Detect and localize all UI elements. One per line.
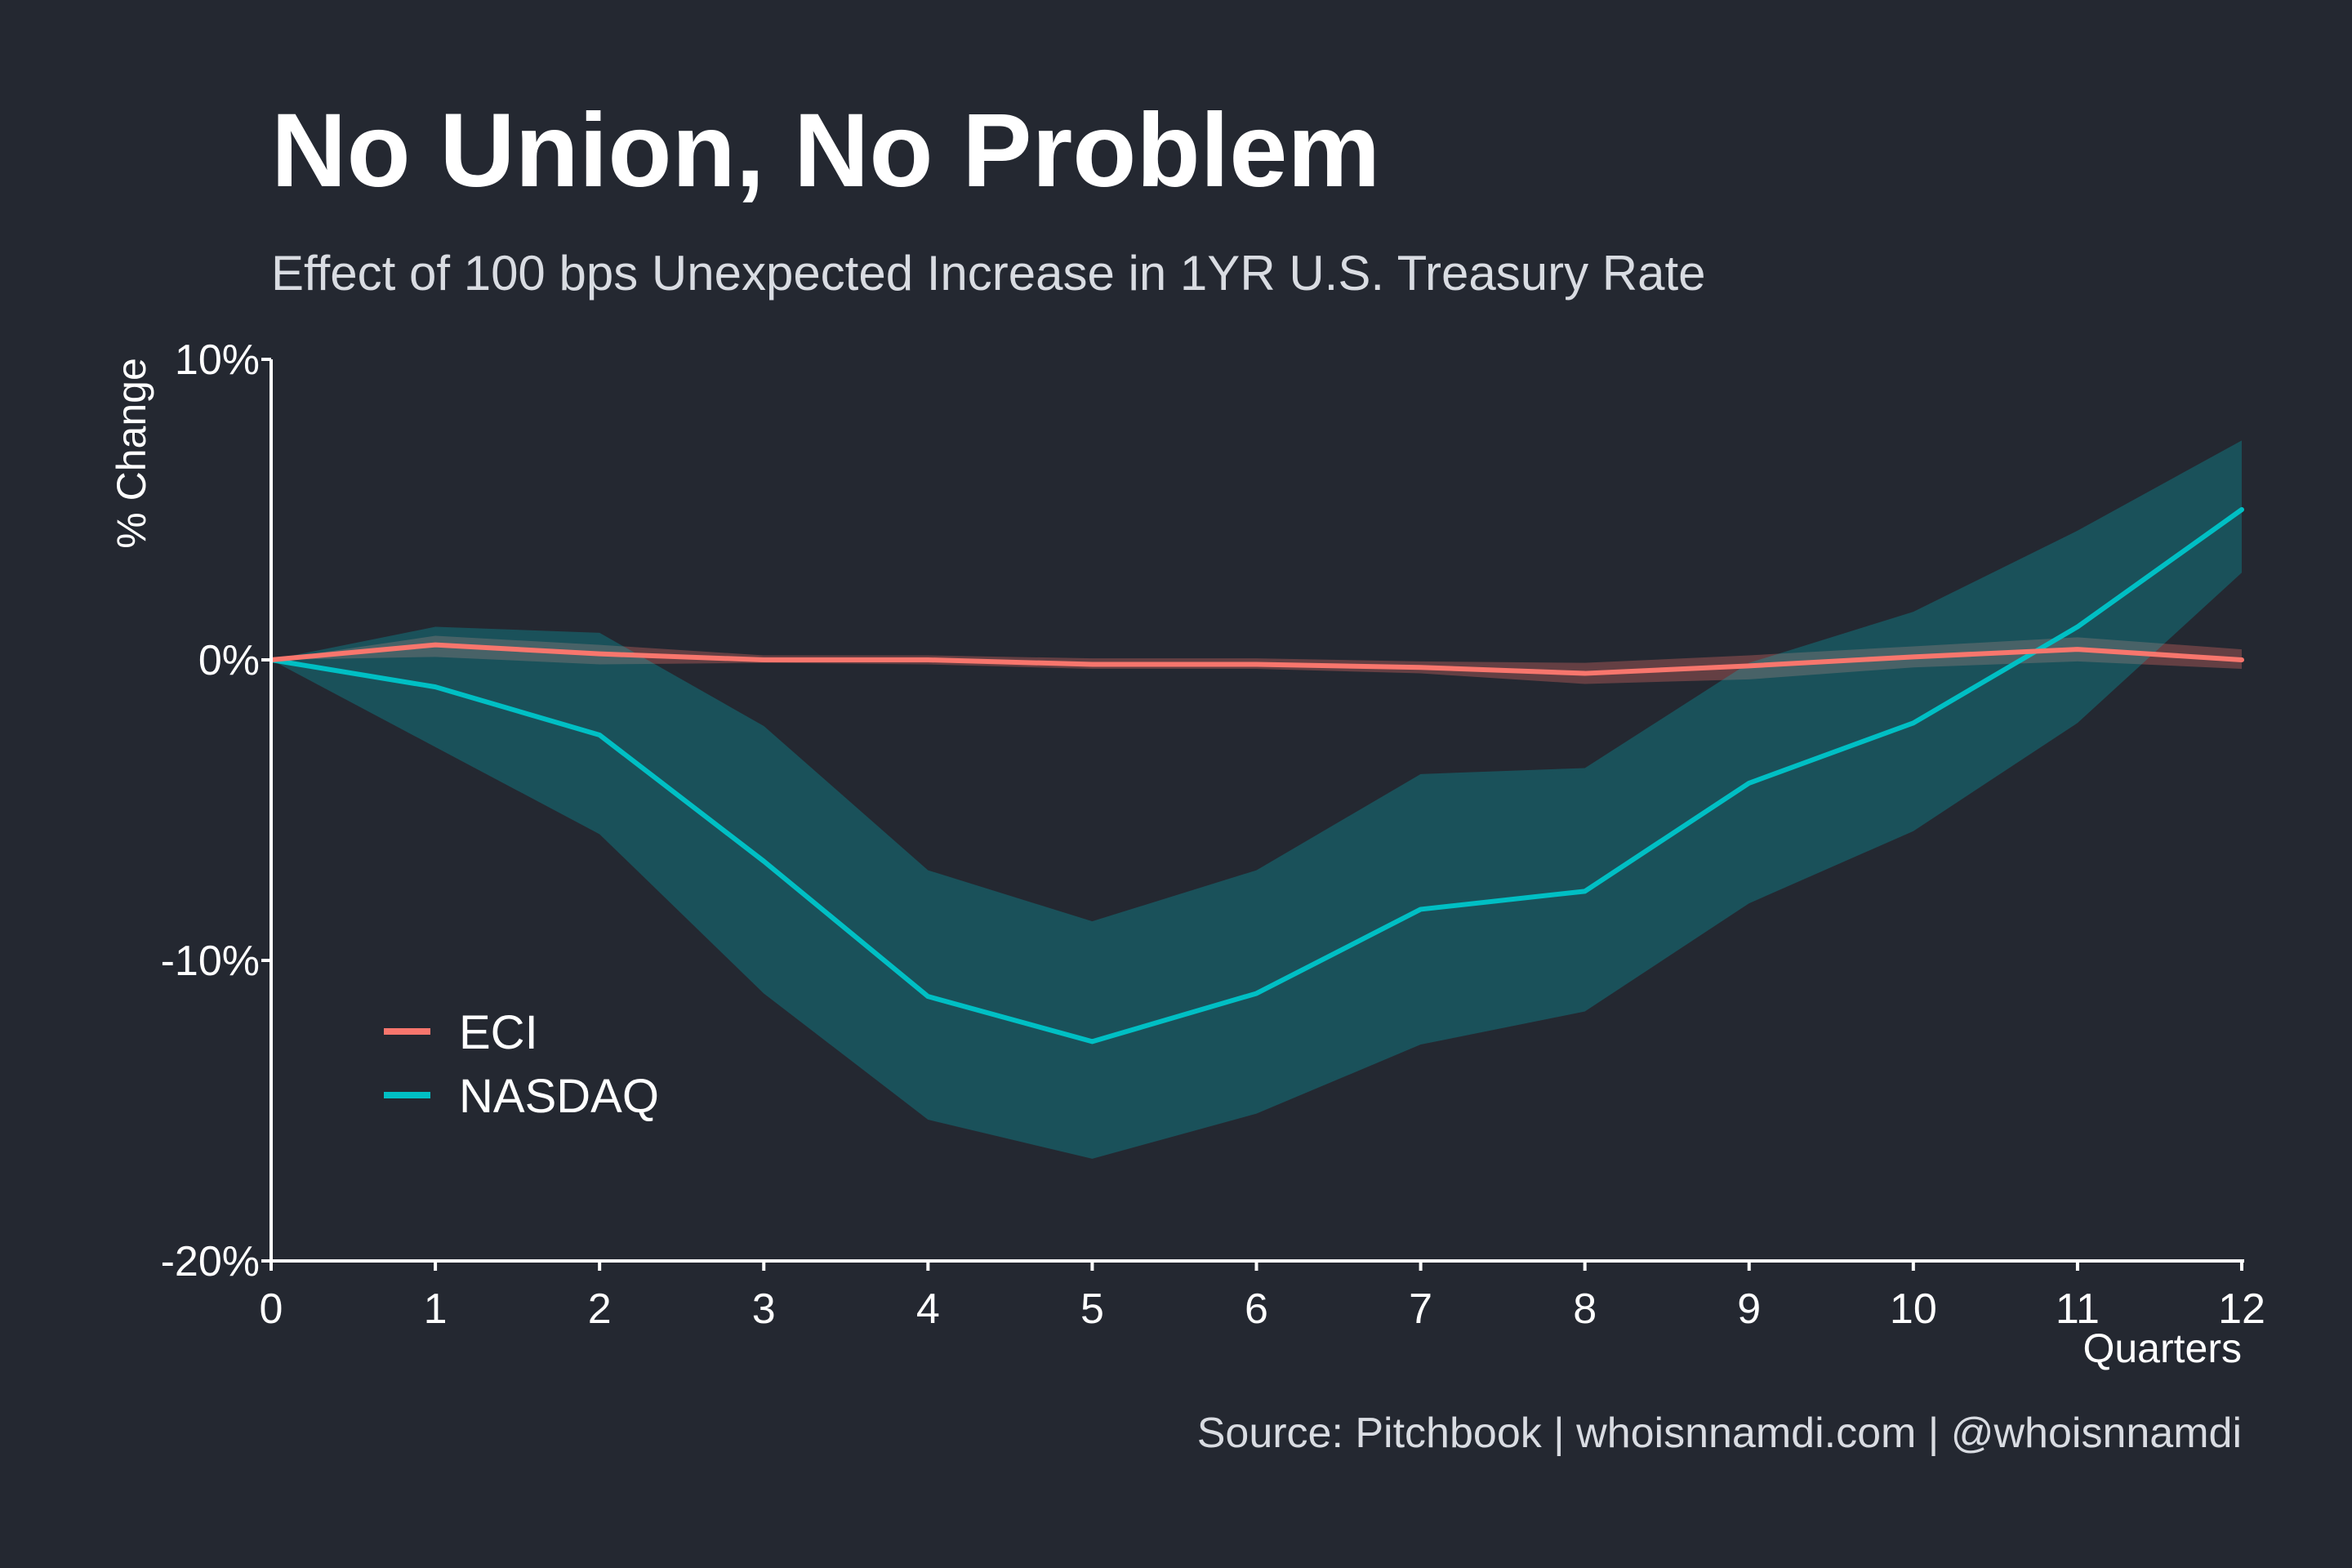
- confidence-bands: [271, 440, 2242, 1159]
- x-tick-label: 4: [916, 1285, 940, 1333]
- y-tick-label: 0%: [198, 637, 260, 684]
- y-axis-ticks: 10% 0% -10% -20%: [161, 336, 271, 1285]
- chart-caption: Source: Pitchbook | whoisnnamdi.com | @w…: [1197, 1410, 2242, 1457]
- chart-title: No Union, No Problem: [271, 92, 1380, 209]
- eci-confidence-band: [271, 635, 2242, 684]
- x-tick-label: 7: [1409, 1285, 1432, 1333]
- x-tick-label: 11: [2056, 1285, 2100, 1333]
- x-tick-label: 0: [260, 1285, 283, 1333]
- nasdaq-confidence-band: [271, 440, 2242, 1159]
- x-tick-label: 2: [588, 1285, 612, 1333]
- legend: ECI NASDAQ: [384, 1006, 659, 1123]
- chart-subtitle: Effect of 100 bps Unexpected Increase in…: [271, 246, 1706, 301]
- x-tick-label: 9: [1737, 1285, 1761, 1333]
- legend-label-eci: ECI: [459, 1006, 538, 1059]
- x-axis-title: Quarters: [2082, 1325, 2242, 1371]
- y-tick-label: -20%: [161, 1238, 260, 1285]
- series-lines: [269, 507, 2244, 1045]
- x-tick-label: 8: [1573, 1285, 1597, 1333]
- x-tick-label: 6: [1245, 1285, 1268, 1333]
- y-tick-label: -10%: [161, 938, 260, 985]
- x-tick-label: 1: [424, 1285, 448, 1333]
- y-axis-title: % Change: [109, 358, 154, 549]
- y-tick-label: 10%: [175, 336, 260, 384]
- x-axis-ticks: 0 1 2 3 4 5 6 7 8 9 10 11 12: [260, 1261, 2265, 1333]
- x-tick-label: 5: [1080, 1285, 1104, 1333]
- x-tick-label: 12: [2218, 1285, 2265, 1333]
- legend-label-nasdaq: NASDAQ: [459, 1070, 659, 1123]
- x-tick-label: 10: [1890, 1285, 1937, 1333]
- x-tick-label: 3: [752, 1285, 776, 1333]
